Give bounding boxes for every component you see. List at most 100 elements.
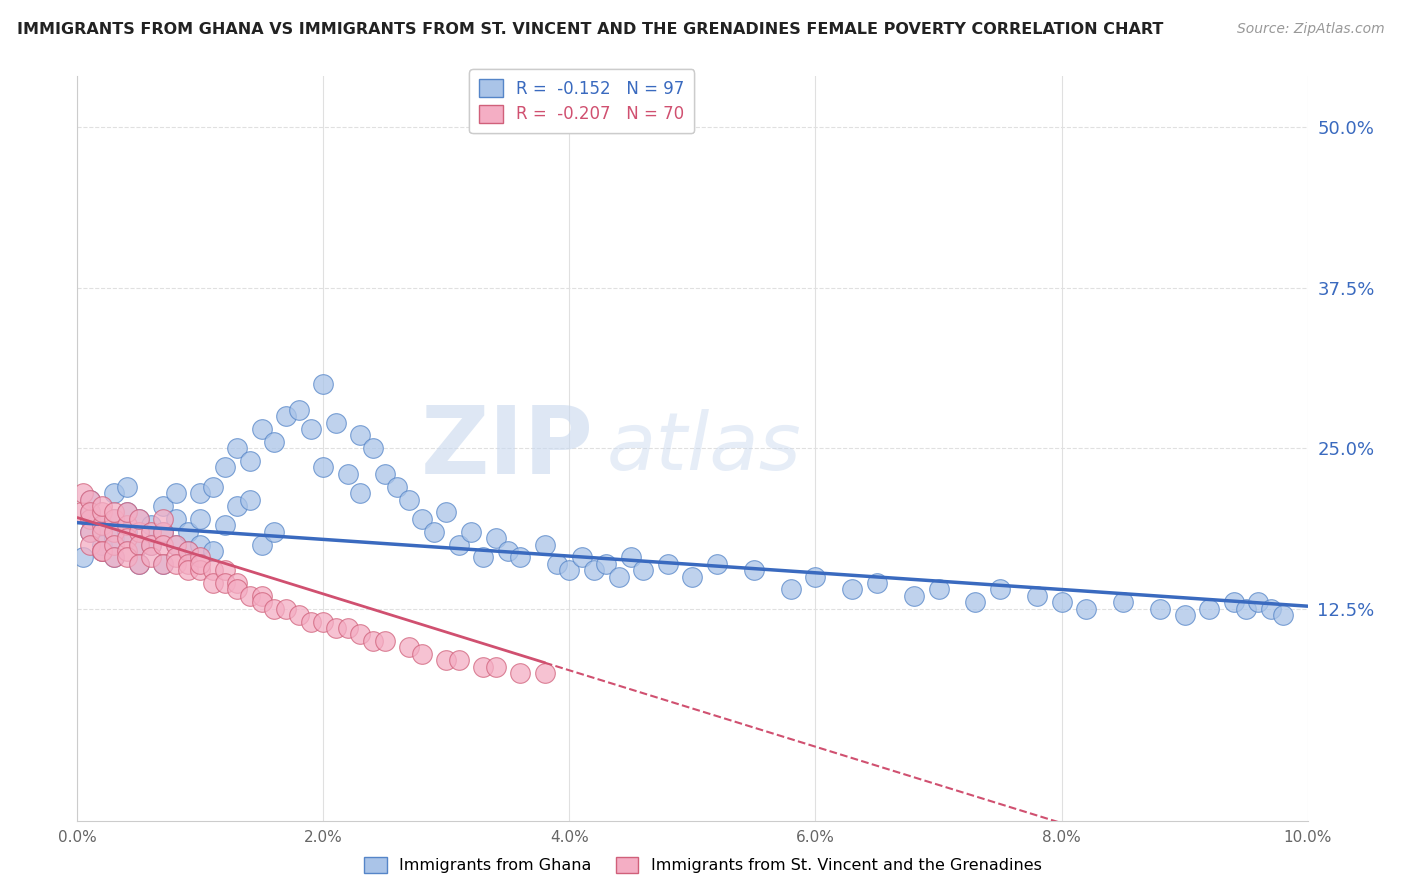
Point — [79, 512, 101, 526]
Point — [152, 512, 174, 526]
Point — [128, 537, 150, 551]
Point — [165, 550, 187, 565]
Point — [411, 512, 433, 526]
Point — [128, 557, 150, 571]
Point — [571, 550, 593, 565]
Point — [152, 557, 174, 571]
Point — [485, 659, 508, 673]
Point — [804, 569, 827, 583]
Point — [165, 557, 187, 571]
Point — [423, 524, 446, 539]
Point — [90, 518, 114, 533]
Point — [79, 524, 101, 539]
Point — [226, 442, 249, 455]
Point — [188, 512, 212, 526]
Point — [128, 512, 150, 526]
Legend: Immigrants from Ghana, Immigrants from St. Vincent and the Grenadines: Immigrants from Ghana, Immigrants from S… — [359, 850, 1047, 880]
Point — [1247, 595, 1270, 609]
Point — [1223, 595, 1246, 609]
Point — [349, 627, 371, 641]
Point — [385, 480, 409, 494]
Point — [177, 544, 200, 558]
Point — [103, 550, 125, 565]
Point — [509, 550, 531, 565]
Point — [250, 595, 273, 609]
Point — [1272, 608, 1295, 623]
Point — [226, 576, 249, 591]
Point — [128, 512, 150, 526]
Point — [250, 589, 273, 603]
Point — [152, 557, 174, 571]
Point — [1174, 608, 1197, 623]
Point — [201, 563, 224, 577]
Point — [276, 601, 298, 615]
Point — [903, 589, 925, 603]
Point — [472, 659, 495, 673]
Point — [141, 524, 163, 539]
Point — [447, 537, 470, 551]
Point — [472, 550, 495, 565]
Point — [188, 557, 212, 571]
Point — [866, 576, 889, 591]
Point — [115, 550, 138, 565]
Point — [103, 512, 125, 526]
Point — [546, 557, 568, 571]
Text: IMMIGRANTS FROM GHANA VS IMMIGRANTS FROM ST. VINCENT AND THE GRENADINES FEMALE P: IMMIGRANTS FROM GHANA VS IMMIGRANTS FROM… — [17, 22, 1163, 37]
Point — [152, 499, 174, 513]
Point — [299, 615, 322, 629]
Point — [633, 563, 655, 577]
Point — [239, 492, 262, 507]
Point — [239, 454, 262, 468]
Point — [115, 505, 138, 519]
Text: ZIP: ZIP — [422, 402, 595, 494]
Point — [152, 524, 174, 539]
Point — [988, 582, 1011, 597]
Point — [141, 518, 163, 533]
Point — [188, 537, 212, 551]
Point — [1076, 601, 1098, 615]
Point — [115, 544, 138, 558]
Point — [79, 524, 101, 539]
Point — [682, 569, 704, 583]
Point — [103, 531, 125, 545]
Point — [115, 505, 138, 519]
Point — [657, 557, 679, 571]
Point — [152, 537, 174, 551]
Point — [79, 537, 101, 551]
Point — [374, 633, 396, 648]
Point — [141, 537, 163, 551]
Point — [534, 537, 557, 551]
Point — [398, 492, 420, 507]
Point — [79, 505, 101, 519]
Point — [1198, 601, 1220, 615]
Point — [485, 531, 508, 545]
Point — [263, 524, 285, 539]
Point — [201, 544, 224, 558]
Point — [90, 524, 114, 539]
Point — [79, 492, 101, 507]
Point — [595, 557, 617, 571]
Point — [214, 576, 236, 591]
Point — [263, 434, 285, 449]
Point — [214, 460, 236, 475]
Point — [436, 653, 458, 667]
Point — [250, 537, 273, 551]
Point — [115, 531, 138, 545]
Point — [152, 524, 174, 539]
Point — [201, 480, 224, 494]
Point — [128, 537, 150, 551]
Point — [509, 665, 531, 680]
Point — [349, 486, 371, 500]
Point — [288, 608, 311, 623]
Point — [90, 544, 114, 558]
Point — [928, 582, 950, 597]
Point — [312, 615, 335, 629]
Point — [1050, 595, 1073, 609]
Point — [226, 499, 249, 513]
Point — [841, 582, 863, 597]
Point — [226, 582, 249, 597]
Point — [72, 486, 94, 500]
Point — [361, 633, 384, 648]
Point — [411, 647, 433, 661]
Point — [90, 518, 114, 533]
